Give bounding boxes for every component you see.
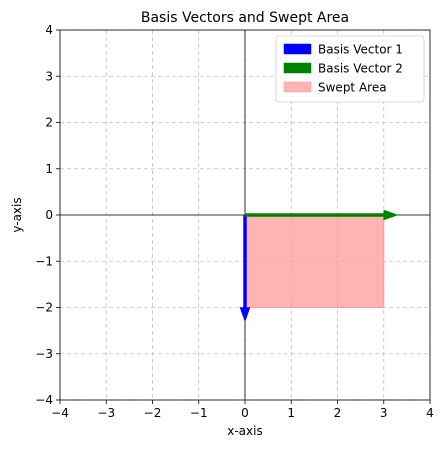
x-tick-label: 4: [426, 406, 434, 420]
legend-entry-basis-vector-2-swatch: [283, 62, 312, 74]
legend-entry-basis-vector-1-label: Basis Vector 1: [318, 43, 403, 57]
y-tick-label: 1: [45, 162, 53, 176]
x-tick-label: 0: [241, 406, 249, 420]
swept-area: [244, 214, 385, 308]
y-tick-label: 2: [45, 116, 53, 130]
y-tick-label: −2: [35, 301, 53, 315]
x-tick-label: −3: [97, 406, 115, 420]
y-tick-label: −1: [35, 254, 53, 268]
legend-entry-swept-area-label: Swept Area: [318, 81, 387, 95]
legend: Basis Vector 1 Basis Vector 2 Swept Area: [275, 35, 425, 103]
basis-vector-1-arrow: [239, 214, 251, 323]
legend-entry-swept-area-swatch: [283, 81, 312, 93]
basis-vector-2-arrow: [244, 209, 399, 221]
legend-box: [275, 35, 425, 103]
legend-entry-basis-vector-1-swatch: [283, 43, 312, 55]
y-tick-label: 0: [45, 208, 53, 222]
x-tick-label: −2: [144, 406, 162, 420]
legend-entry-basis-vector-2-label: Basis Vector 2: [318, 62, 403, 76]
y-tick-label: 3: [45, 69, 53, 83]
y-tick-label: −3: [35, 347, 53, 361]
y-tick-label: 4: [45, 23, 53, 37]
x-tick-label: −1: [190, 406, 208, 420]
y-axis-label: y-axis: [10, 197, 24, 232]
x-tick-label: 1: [287, 406, 295, 420]
x-axis-label: x-axis: [227, 424, 262, 438]
x-tick-label: 2: [334, 406, 342, 420]
chart-title: Basis Vectors and Swept Area: [141, 10, 349, 26]
x-tick-label: 3: [380, 406, 388, 420]
y-tick-label: −4: [35, 393, 53, 407]
x-tick-label: −4: [51, 406, 69, 420]
